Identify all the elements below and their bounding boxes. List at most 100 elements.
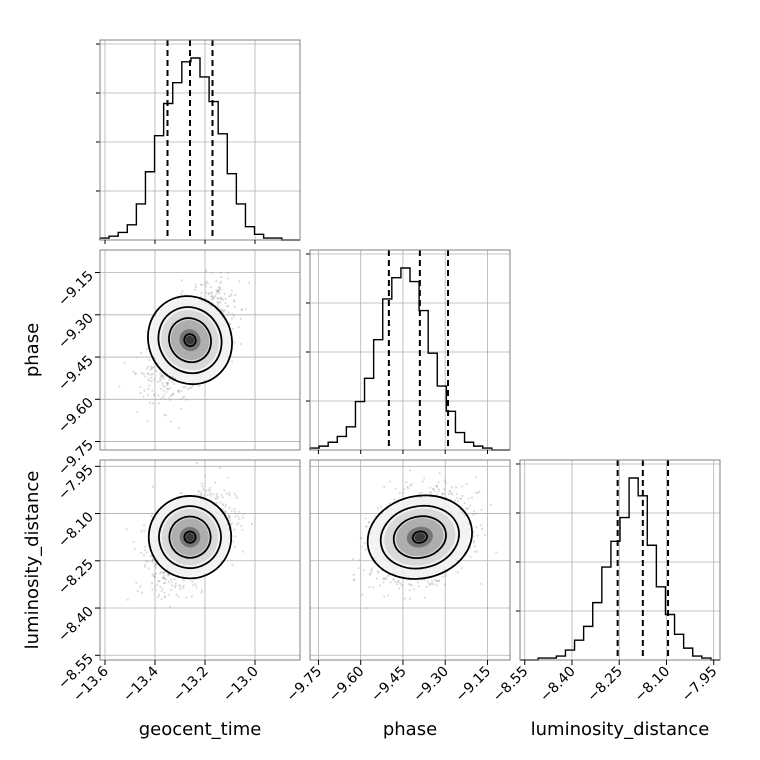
scatter-point [210, 294, 213, 298]
scatter-point [150, 367, 153, 370]
scatter-point [235, 496, 238, 500]
scatter-point [412, 588, 416, 591]
scatter-point [160, 589, 163, 592]
scatter-point [384, 576, 387, 580]
scatter-point [146, 372, 149, 375]
scatter-point [143, 524, 146, 527]
scatter-point [448, 490, 451, 493]
scatter-point [218, 301, 221, 304]
scatter-point [392, 578, 395, 581]
scatter-point [159, 379, 162, 382]
scatter-point [201, 485, 204, 488]
scatter-point [235, 523, 238, 526]
scatter-point [228, 507, 231, 510]
xtick-label-geocent_time-2: −13.2 [170, 664, 212, 706]
scatter-point [143, 548, 147, 552]
scatter-point [200, 493, 203, 496]
scatter-point [202, 488, 205, 491]
scatter-point [484, 533, 487, 537]
scatter-point [371, 567, 374, 570]
scatter-point [213, 295, 217, 298]
scatter-point [231, 317, 234, 320]
scatter-point [150, 380, 153, 383]
scatter-point [198, 384, 201, 387]
scatter-point [472, 539, 475, 542]
scatter-point [423, 579, 426, 582]
scatter-point [455, 493, 458, 496]
scatter-point [230, 293, 233, 296]
scatter-point [169, 420, 172, 423]
scatter-point [151, 582, 154, 585]
scatter-point [205, 269, 208, 272]
scatter-point [366, 525, 369, 528]
scatter-point [162, 384, 165, 387]
scatter-point [218, 466, 221, 469]
scatter-point [140, 372, 143, 375]
scatter-point [402, 488, 406, 491]
scatter-point [376, 570, 379, 573]
scatter-point [408, 589, 411, 592]
scatter-point [232, 540, 235, 543]
frame-luminosity_distance_vs_geocent_time [99, 459, 301, 661]
scatter-point [230, 510, 233, 513]
scatter-point [166, 574, 169, 577]
scatter-point [174, 582, 177, 585]
scatter-point [219, 300, 222, 303]
scatter-point [143, 389, 146, 392]
scatter-point [443, 488, 446, 491]
scatter-point [145, 551, 148, 554]
scatter-point [364, 548, 367, 551]
scatter-point [403, 597, 406, 600]
scatter-point [240, 525, 243, 528]
scatter-point [162, 377, 165, 380]
scatter-point [159, 571, 162, 575]
scatter-point [225, 503, 228, 506]
scatter-point [467, 506, 470, 510]
scatter-point [476, 534, 479, 537]
scatter-point [242, 550, 245, 553]
scatter-point [231, 522, 234, 525]
scatter-point [472, 535, 475, 538]
scatter-point [385, 578, 388, 581]
scatter-point [163, 413, 166, 416]
scatter-point [226, 476, 229, 479]
scatter-point [382, 577, 385, 580]
scatter-point [423, 596, 426, 599]
scatter-point [222, 310, 225, 313]
scatter-point [134, 372, 137, 375]
scatter-point [147, 388, 150, 391]
scatter-point [141, 591, 144, 594]
scatter-point [475, 526, 478, 529]
scatter-point [217, 297, 220, 300]
scatter-point [451, 493, 454, 496]
scatter-point [149, 373, 152, 376]
xtick-label-geocent_time-3: −13.0 [220, 664, 262, 706]
scatter-point [208, 489, 211, 492]
scatter-point [165, 390, 168, 393]
scatter-point [204, 285, 207, 288]
scatter-point [185, 596, 188, 599]
xtick-label-phase-4: −9.15 [453, 664, 495, 706]
scatter-point [204, 291, 207, 294]
contour-luminosity_distance_vs_geocent_time-0 [147, 495, 233, 580]
scatter-point [441, 575, 444, 578]
scatter-point [195, 461, 198, 465]
scatter-point [142, 395, 145, 398]
scatter-point [166, 382, 169, 385]
scatter-point [139, 551, 143, 554]
scatter-point [460, 567, 463, 570]
scatter-point [178, 427, 181, 430]
scatter-point [181, 290, 184, 293]
frame-luminosity_distance_vs_phase [309, 459, 511, 661]
scatter-point [168, 574, 171, 577]
scatter-point [144, 545, 147, 548]
scatter-point [167, 593, 170, 597]
scatter-point [209, 492, 212, 495]
scatter-point [170, 581, 173, 584]
density-level-luminosity_distance_vs_geocent_time-4 [185, 533, 195, 542]
scatter-point [151, 558, 154, 561]
scatter-point [406, 487, 409, 490]
frame-hist-luminosity_distance [519, 459, 721, 661]
scatter-point [473, 550, 476, 553]
scatter-point [216, 501, 219, 505]
